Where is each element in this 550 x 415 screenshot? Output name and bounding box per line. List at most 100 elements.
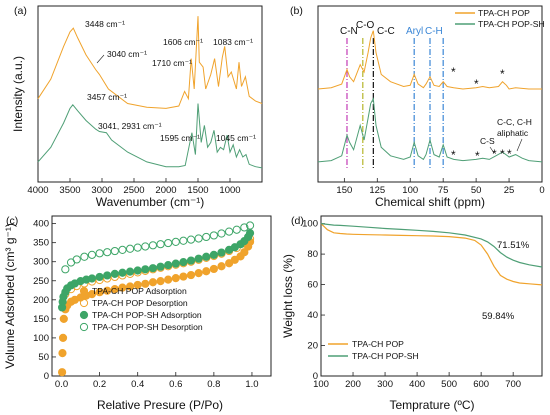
panel-d-label: (d) xyxy=(291,215,304,227)
c-pop-ads-point-23 xyxy=(186,270,196,280)
c-popsh-ads-point-18 xyxy=(156,262,165,271)
c-xtick-label-2: 0.4 xyxy=(131,379,144,390)
c-popsh-des-point-15 xyxy=(133,243,142,252)
c-popsh-ads-point-22 xyxy=(186,256,196,265)
c-popsh-ads-point-12 xyxy=(110,269,119,279)
c-popsh-des-point-9 xyxy=(179,236,188,245)
label-cc-ch: C-C, C-H xyxy=(497,117,532,127)
d-ytick-label-0: 0 xyxy=(313,371,318,382)
label-c-c: C-C xyxy=(377,26,395,37)
c-popsh-ads-point-13 xyxy=(118,268,127,277)
panel-c-xlabel: Relative Presure (P/Po) xyxy=(97,398,223,412)
star-1: * xyxy=(451,65,456,79)
label-c-n: C-N xyxy=(340,26,358,37)
c-pop-ads-point-18 xyxy=(148,278,158,287)
c-ytick-label-0: 0 xyxy=(44,371,49,382)
annot-1045: 1045 cm⁻¹ xyxy=(216,133,256,143)
d-xtick-label-5: 600 xyxy=(473,379,489,390)
c-ytick-label-3: 150 xyxy=(33,314,49,325)
c-pop-ads-point-3 xyxy=(59,314,68,323)
b-xtick-label-5: 25 xyxy=(504,185,515,196)
annot-1710: 1710 cm⁻¹ xyxy=(152,58,192,68)
c-popsh-des-point-20 xyxy=(95,249,104,258)
d-series-pop-line xyxy=(320,223,543,286)
panel-a-annotations: 3448 cm⁻¹ 3040 cm⁻¹ 1606 cm⁻¹ 1710 cm⁻¹ … xyxy=(85,19,256,143)
panel-b-xlabel: Chemical shift (ppm) xyxy=(375,195,485,209)
legend-c-marker-1 xyxy=(79,286,89,296)
legend-c-label-3: TPA-CH POP-SH Adsorption xyxy=(92,310,202,320)
panel-b-nmr-spectra: (b) 150 125 100 75 50 25 0 Chemical shift (ppm… xyxy=(290,5,545,209)
b-xtick-label-2: 100 xyxy=(402,185,418,196)
panel-a-xlabel: Wavenumber (cm⁻¹) xyxy=(96,195,205,209)
c-popsh-ads-point-10 xyxy=(95,272,104,282)
panel-c-ticks: 0.0 0.2 0.4 0.6 0.8 1.0 0 50 100 150 200 250 300 350 4… xyxy=(33,219,258,390)
c-xtick-label-0: 0.0 xyxy=(55,379,68,390)
c-pop-ads-point-24 xyxy=(194,269,203,278)
legend-d-popsh-label: TPA-CH POP-SH xyxy=(352,351,419,361)
c-popsh-ads-point-23 xyxy=(194,254,203,263)
d-xtick-label-6: 700 xyxy=(505,379,521,390)
label-c-s: C-S xyxy=(480,136,495,146)
c-popsh-ads-point-20 xyxy=(171,259,180,268)
c-popsh-des-point-11 xyxy=(164,238,173,248)
panel-c-series xyxy=(57,221,255,377)
annot-5984: 59.84% xyxy=(482,311,515,322)
c-ytick-label-2: 100 xyxy=(33,333,49,344)
d-ytick-label-3: 60 xyxy=(307,280,318,291)
c-popsh-des-point-22 xyxy=(80,252,89,261)
legend-b-popsh-label: TPA-CH POP-SH xyxy=(478,19,545,29)
c-popsh-des-point-2 xyxy=(232,225,241,234)
a-xtick-label-3: 2500 xyxy=(123,185,144,196)
d-ytick-label-4: 80 xyxy=(307,249,318,260)
legend-c-marker-4 xyxy=(79,322,89,332)
star-4: * xyxy=(451,148,456,162)
c-s-pointer xyxy=(489,146,495,154)
c-popsh-des-point-13 xyxy=(148,241,158,250)
c-ytick-label-1: 50 xyxy=(38,352,49,363)
c-pop-ads-point-1 xyxy=(58,349,67,358)
annot-3457: 3457 cm⁻¹ xyxy=(87,92,127,102)
b-xtick-label-0: 150 xyxy=(336,185,352,196)
legend-b-pop-label: TPA-CH POP xyxy=(478,8,530,18)
a-xtick-label-6: 1000 xyxy=(219,185,240,196)
c-xtick-label-3: 0.6 xyxy=(169,379,182,390)
annot-7151: 71.51% xyxy=(497,240,530,251)
c-pop-ads-point-22 xyxy=(179,272,188,281)
star-2: * xyxy=(474,77,479,91)
panel-a-label: (a) xyxy=(14,5,27,17)
d-xtick-label-0: 100 xyxy=(313,379,329,390)
c-popsh-des-point-7 xyxy=(194,234,203,243)
c-pop-ads-point-15 xyxy=(125,282,135,291)
c-popsh-des-point-10 xyxy=(171,237,180,247)
panel-d-ticks: 100 200 300 400 500 600 700 0 20 40 60 80 100 xyxy=(302,219,521,390)
legend-c-label-2: TPA-CH POP Desorption xyxy=(92,298,188,308)
b-xtick-label-6: 0 xyxy=(539,185,544,196)
b-xtick-label-1: 125 xyxy=(369,185,385,196)
c-pop-ads-point-0 xyxy=(57,368,67,377)
c-ytick-label-8: 400 xyxy=(33,219,49,230)
a-series-popsh-line xyxy=(37,103,263,169)
b-series-popsh-line xyxy=(317,97,543,163)
c-popsh-ads-point-15 xyxy=(133,266,142,275)
panel-d-tga: (d) 100 200 300 400 500 600 700 0 20 40 60 80 100 We… xyxy=(281,215,543,412)
panel-b-assignment-labels: C-N C-O C-C Aryl C-H C-S C-C, C-H alipha… xyxy=(340,20,532,154)
c-ytick-label-4: 200 xyxy=(33,295,49,306)
c-popsh-des-point-8 xyxy=(186,235,196,244)
panel-c-isotherm: (c) 0.0 0.2 0.4 0.6 0.8 1.0 0 50 100 150 200 250 300… xyxy=(3,215,272,412)
star-3: * xyxy=(500,67,505,81)
c-pop-ads-point-31 xyxy=(240,248,249,257)
c-xtick-label-1: 0.2 xyxy=(93,379,106,390)
star-7: * xyxy=(500,147,505,161)
c-pop-ads-point-25 xyxy=(202,267,211,276)
c-popsh-ads-point-32 xyxy=(245,229,255,238)
panel-b-series xyxy=(317,30,543,163)
d-ytick-label-1: 20 xyxy=(307,341,318,352)
label-c-h: C-H xyxy=(425,26,443,37)
panel-a-x-ticks: 4000 3500 3000 2500 2000 1500 1000 xyxy=(27,178,241,196)
panel-d-ylabel: Weight loss (%) xyxy=(281,254,295,338)
c-popsh-ads-point-26 xyxy=(217,248,226,257)
c-popsh-des-point-4 xyxy=(217,229,226,238)
c-popsh-des-point-18 xyxy=(110,246,119,256)
panel-c-frame xyxy=(51,215,272,377)
d-ytick-label-2: 40 xyxy=(307,310,318,321)
